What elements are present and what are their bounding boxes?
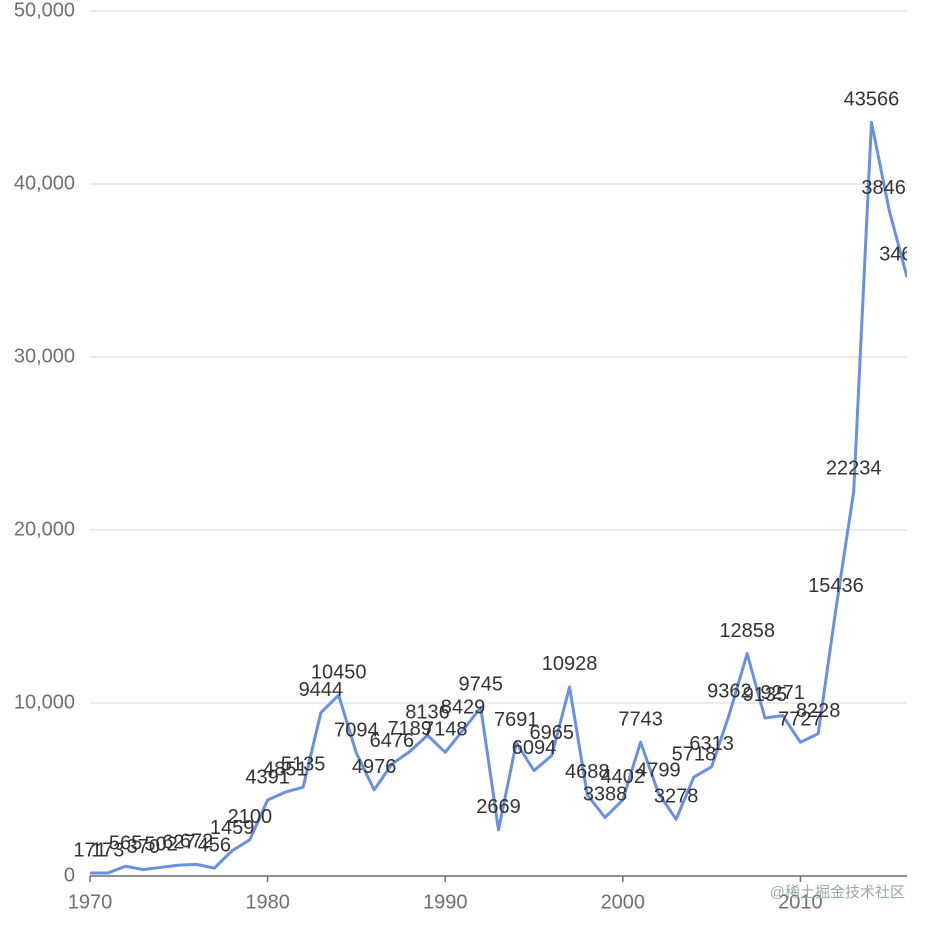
data-label: 4976: [352, 756, 397, 778]
data-label: 9271: [760, 682, 805, 704]
data-label: 10928: [542, 653, 598, 675]
y-tick-label: 20,000: [14, 518, 75, 540]
data-label: 4851: [263, 758, 308, 780]
data-label: 171: [73, 839, 106, 861]
data-label: 3278: [654, 786, 699, 808]
data-label: 8429: [441, 696, 486, 718]
data-label: 173: [91, 839, 124, 861]
data-label: 9135: [743, 684, 788, 706]
data-label: 9362: [707, 680, 752, 702]
data-label: 8228: [796, 700, 841, 722]
data-label: 6476: [370, 730, 415, 752]
data-label: 4402: [601, 766, 646, 788]
data-label: 9745: [458, 674, 503, 696]
data-label: 4391: [245, 766, 290, 788]
data-label: 4688: [565, 761, 610, 783]
data-label: 12858: [719, 620, 775, 642]
data-label: 7743: [618, 708, 663, 730]
data-label: 627: [162, 831, 195, 853]
data-label: 370: [127, 836, 160, 858]
x-tick-label: 1970: [68, 891, 113, 913]
data-label: 456: [198, 834, 231, 856]
data-label: 38468: [861, 177, 917, 199]
data-label: 1459: [210, 817, 255, 839]
y-tick-label: 30,000: [14, 345, 75, 367]
x-tick-label: 1990: [423, 891, 468, 913]
data-label: 6313: [689, 733, 734, 755]
data-label: 7189: [387, 718, 432, 740]
x-tick-label: 2010: [778, 891, 823, 913]
data-label: 3388: [583, 784, 628, 806]
data-label: 5135: [281, 753, 326, 775]
data-label: 4799: [636, 759, 681, 781]
data-label: 15436: [808, 575, 864, 597]
data-label: 7094: [334, 720, 379, 742]
data-label: 7727: [778, 709, 823, 731]
data-label: 9444: [299, 679, 344, 701]
line: [89, 120, 907, 875]
y-tick-label: 40,000: [14, 172, 75, 194]
y-tick-label: 10,000: [14, 691, 75, 713]
y-tick-label: 50,000: [14, 0, 75, 21]
data-label: 7691: [494, 709, 539, 731]
data-label: 7148: [423, 719, 468, 741]
data-label: 6094: [512, 737, 557, 759]
data-label: 6965: [530, 722, 575, 744]
x-tick-label: 2000: [601, 891, 646, 913]
data-label: 8136: [405, 702, 450, 724]
data-label: 2100: [228, 806, 273, 828]
data-label: 565: [109, 833, 142, 855]
data-label: 2669: [476, 796, 521, 818]
data-label: 10450: [311, 661, 367, 683]
y-tick-label: 0: [64, 864, 75, 886]
watermark: @稀土掘金技术社区: [770, 884, 905, 901]
data-label: 22234: [826, 458, 882, 480]
data-label: 5718: [672, 743, 717, 765]
data-label: 502: [144, 834, 177, 856]
data-label: 672: [180, 831, 213, 853]
data-label: 43566: [844, 89, 900, 111]
data-label: 34624: [879, 243, 930, 265]
grid: 0 10,000 20,000 30,000 40,000 50,000 1970 1980 1…: [14, 0, 907, 913]
x-tick-label: 1980: [245, 891, 290, 913]
